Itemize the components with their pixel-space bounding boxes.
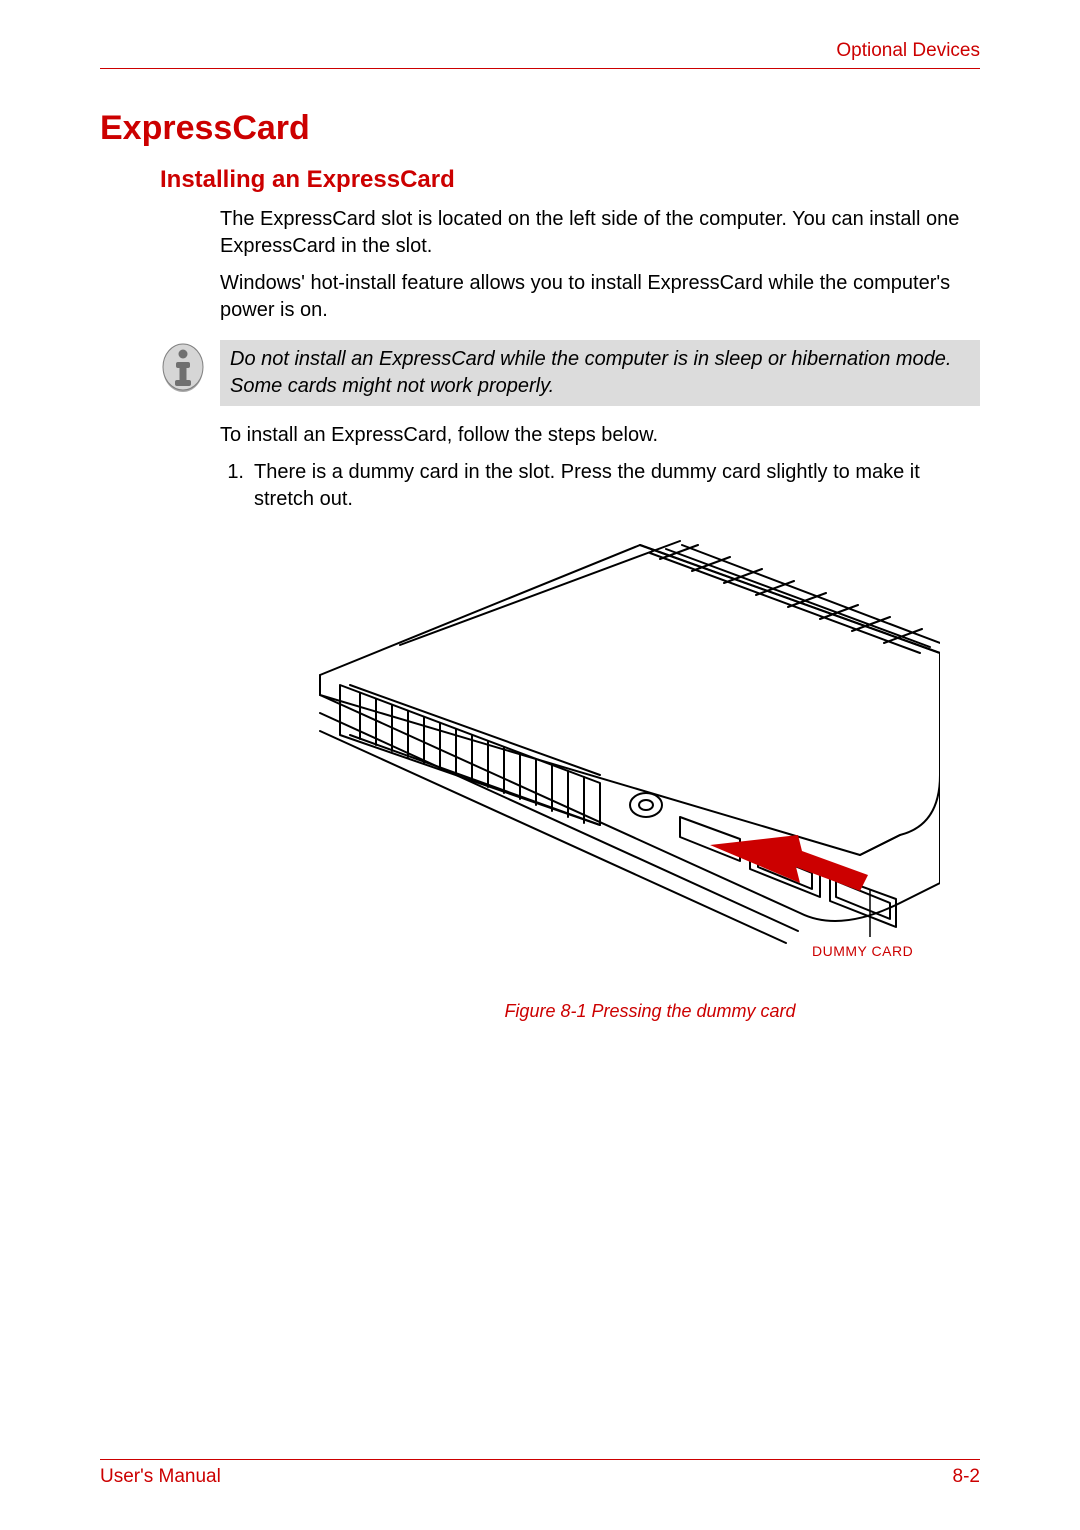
footer-left: User's Manual <box>100 1466 221 1488</box>
footer-page-number: 8-2 <box>953 1466 980 1488</box>
paragraph: The ExpressCard slot is located on the l… <box>220 206 980 260</box>
list-item-number: 1. <box>220 459 254 513</box>
section-title: ExpressCard <box>100 109 980 148</box>
page-footer: User's Manual 8-2 <box>100 1459 980 1488</box>
ordered-list: 1. There is a dummy card in the slot. Pr… <box>220 459 980 513</box>
figure-caption: Figure 8-1 Pressing the dummy card <box>360 1001 940 1022</box>
list-item: 1. There is a dummy card in the slot. Pr… <box>220 459 980 513</box>
figure-label-dummy-card: DUMMY CARD <box>812 943 913 959</box>
footer-rule <box>100 1459 980 1460</box>
info-icon <box>160 340 206 394</box>
note-text: Do not install an ExpressCard while the … <box>220 340 980 406</box>
note-callout: Do not install an ExpressCard while the … <box>160 340 980 406</box>
figure: DUMMY CARD Figure 8-1 Pressing the dummy… <box>300 535 940 1022</box>
lead-in-block: To install an ExpressCard, follow the st… <box>220 422 980 449</box>
header-rule <box>100 68 980 69</box>
header-section-label: Optional Devices <box>100 40 980 62</box>
paragraph: To install an ExpressCard, follow the st… <box>220 422 980 449</box>
paragraph: Windows' hot-install feature allows you … <box>220 270 980 324</box>
body-block: The ExpressCard slot is located on the l… <box>220 206 980 324</box>
list-item-text: There is a dummy card in the slot. Press… <box>254 459 980 513</box>
figure-illustration: DUMMY CARD <box>300 535 940 975</box>
section-subtitle: Installing an ExpressCard <box>160 166 980 194</box>
manual-page: Optional Devices ExpressCard Installing … <box>0 0 1080 1530</box>
